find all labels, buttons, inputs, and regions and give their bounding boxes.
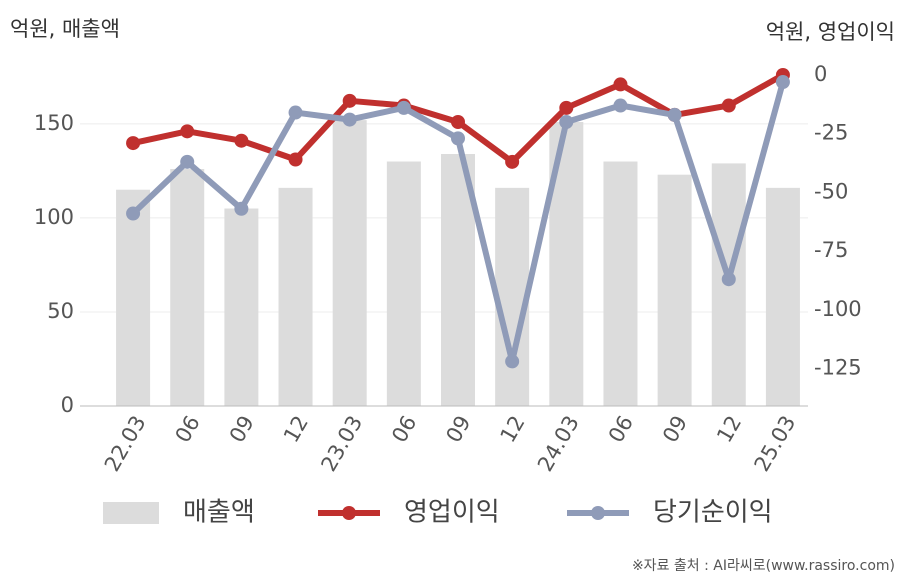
y2-axis-label: 억원, 영업이익 xyxy=(766,20,895,44)
point xyxy=(721,98,736,113)
point xyxy=(721,272,736,287)
y2-tick-label: -100 xyxy=(814,297,862,321)
bar xyxy=(386,161,421,406)
y2-tick-label: -125 xyxy=(814,355,862,379)
point xyxy=(288,152,303,167)
x-tick-label: 09 xyxy=(225,412,259,447)
bar xyxy=(332,120,367,407)
point xyxy=(613,77,628,92)
point xyxy=(180,124,195,139)
bar xyxy=(765,187,800,406)
x-tick-label: 12 xyxy=(279,412,313,447)
point xyxy=(775,75,790,90)
point xyxy=(559,100,574,115)
point xyxy=(505,154,520,169)
point xyxy=(342,112,357,127)
y-tick-label: 50 xyxy=(47,299,74,323)
point xyxy=(180,154,195,169)
y-tick-label: 150 xyxy=(34,111,74,135)
legend-swatch xyxy=(103,502,159,524)
point xyxy=(342,93,357,108)
x-tick-label: 12 xyxy=(712,412,746,447)
point xyxy=(667,107,682,122)
point xyxy=(396,100,411,115)
source-note: ※자료 출처 : AI라씨로(www.rassiro.com) xyxy=(632,558,895,574)
bar xyxy=(224,208,259,406)
bar xyxy=(603,161,638,406)
point xyxy=(234,201,249,216)
x-tick-label: 25.03 xyxy=(750,412,801,476)
point xyxy=(288,105,303,120)
point xyxy=(126,136,141,151)
y2-tick-label: -25 xyxy=(814,121,848,145)
point xyxy=(234,133,249,148)
x-tick-label: 12 xyxy=(496,412,530,447)
x-tick-label: 09 xyxy=(441,412,475,447)
point xyxy=(451,114,465,129)
x-tick-label: 06 xyxy=(171,412,205,447)
legend-label: 매출액 xyxy=(183,498,255,528)
y-tick-label: 100 xyxy=(34,205,74,229)
bar xyxy=(495,187,530,406)
y-axis-label: 억원, 매출액 xyxy=(10,17,120,41)
point xyxy=(613,98,628,113)
point xyxy=(559,114,574,129)
y2-tick-label: 0 xyxy=(814,62,827,86)
point xyxy=(451,131,465,146)
bar xyxy=(657,174,692,406)
y-tick-label: 0 xyxy=(61,393,74,417)
x-tick-label: 23.03 xyxy=(316,412,367,476)
bar xyxy=(116,189,151,406)
legend-swatch xyxy=(342,506,356,520)
x-tick-label: 06 xyxy=(387,412,421,447)
y2-tick-label: -75 xyxy=(814,238,848,262)
bar xyxy=(278,187,313,406)
x-tick-label: 22.03 xyxy=(100,412,151,476)
x-tick-label: 09 xyxy=(658,412,692,447)
point xyxy=(126,206,141,221)
x-tick-label: 24.03 xyxy=(533,412,584,476)
point xyxy=(505,354,520,369)
x-tick-label: 06 xyxy=(604,412,638,447)
bar xyxy=(170,169,205,406)
legend-label: 당기순이익 xyxy=(653,498,773,528)
legend-swatch xyxy=(591,506,605,520)
legend-label: 영업이익 xyxy=(404,498,500,528)
y2-tick-label: -50 xyxy=(814,179,848,203)
